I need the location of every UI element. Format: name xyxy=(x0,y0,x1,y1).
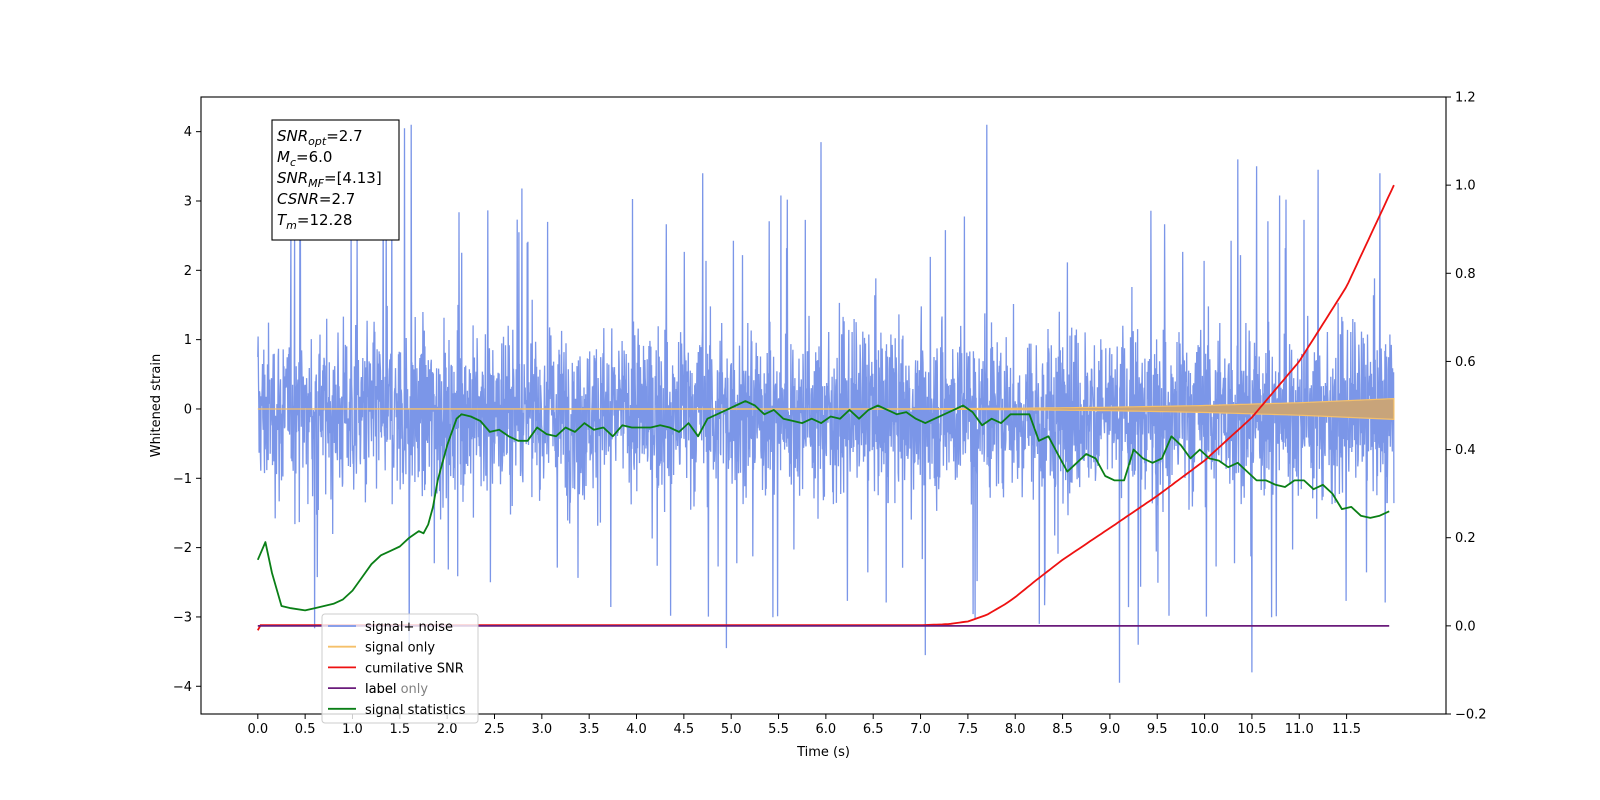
y-tick-label: −2 xyxy=(173,541,192,556)
annotation-line: Mc=6.0 xyxy=(277,148,332,169)
x-tick-label: 6.0 xyxy=(816,722,837,737)
plot-area xyxy=(256,124,1395,683)
legend-entry-label: signal+ noise xyxy=(365,620,453,635)
series-layer xyxy=(256,124,1395,683)
annotation-line: Tm=12.28 xyxy=(277,211,352,232)
x-tick-label: 4.0 xyxy=(626,722,647,737)
x-tick-label: 3.0 xyxy=(531,722,552,737)
y-right-tick-label: 0.6 xyxy=(1455,355,1476,370)
x-tick-label: 1.0 xyxy=(342,722,363,737)
x-tick-label: 10.5 xyxy=(1237,722,1266,737)
y-tick-label: 1 xyxy=(184,333,192,348)
annotation-line: SNRMF=[4.13] xyxy=(277,169,382,190)
y-right-tick-label: 0.8 xyxy=(1455,267,1476,282)
x-tick-label: 2.0 xyxy=(437,722,458,737)
y-right-tick-label: 0.2 xyxy=(1455,531,1476,546)
x-tick-label: 7.5 xyxy=(958,722,979,737)
x-tick-label: 5.5 xyxy=(768,722,789,737)
legend-box xyxy=(321,613,479,724)
x-tick-label: 9.5 xyxy=(1147,722,1168,737)
series-signal-only xyxy=(257,397,1395,421)
x-tick-label: 11.5 xyxy=(1332,722,1361,737)
legend-entry-label: label xyxy=(365,682,396,697)
x-axis-label: Time (s) xyxy=(796,745,850,760)
axes-layer: 0.0 0.5 1.0 1.5 2.0 2.5 3.0 3.5 4.0 4.5 5.0 5.5 6.0 6… xyxy=(149,91,1487,761)
legend-entry-label: signal statistics xyxy=(365,703,466,718)
plot-frame xyxy=(200,96,1447,715)
x-tick-label: 4.5 xyxy=(674,722,695,737)
x-tick-label: 5.0 xyxy=(721,722,742,737)
x-tick-label: 11.0 xyxy=(1285,722,1314,737)
y-right-tick-label: 1.0 xyxy=(1455,179,1476,194)
x-tick-label: 9.0 xyxy=(1100,722,1121,737)
y-right-tick-label: 1.2 xyxy=(1455,91,1476,106)
legend: label only signal+ noise signal only cumila… xyxy=(321,613,479,724)
series-signal-noise xyxy=(257,124,1395,683)
x-tick-label: 10.0 xyxy=(1190,722,1219,737)
x-tick-label: 6.5 xyxy=(863,722,884,737)
x-tick-label: 8.0 xyxy=(1005,722,1026,737)
y-tick-label: −1 xyxy=(173,472,192,487)
y-right-tick-label: −0.2 xyxy=(1455,708,1487,723)
x-tick-label: 1.5 xyxy=(389,722,410,737)
y-tick-label: 2 xyxy=(184,264,192,279)
y-tick-label: 3 xyxy=(184,194,192,209)
series-signal-statistics xyxy=(256,400,1390,612)
legend-entry-label: cumilative SNR xyxy=(365,661,464,676)
x-tick-label: 0.5 xyxy=(295,722,316,737)
y-tick-label: 4 xyxy=(184,125,192,140)
y-right-tick-label: 0.0 xyxy=(1455,619,1476,634)
annotation-line: SNRopt=2.7 xyxy=(277,127,363,148)
x-tick-label: 7.0 xyxy=(910,722,931,737)
x-tick-label: 3.5 xyxy=(579,722,600,737)
x-tick-label: 2.5 xyxy=(484,722,505,737)
x-tick-label: 0.0 xyxy=(247,722,268,737)
y-axis-label: Whitened strain xyxy=(149,354,164,457)
y-tick-label: 0 xyxy=(184,402,192,417)
x-tick-label: 8.5 xyxy=(1052,722,1073,737)
y-tick-label: −3 xyxy=(173,610,192,625)
annotation-line: CSNR=2.7 xyxy=(277,190,355,208)
y-tick-label: −4 xyxy=(173,680,192,695)
y-right-tick-label: 0.4 xyxy=(1455,443,1476,458)
legend-entry-label: signal only xyxy=(365,641,435,656)
legend-hidden-label: label only xyxy=(365,682,428,697)
